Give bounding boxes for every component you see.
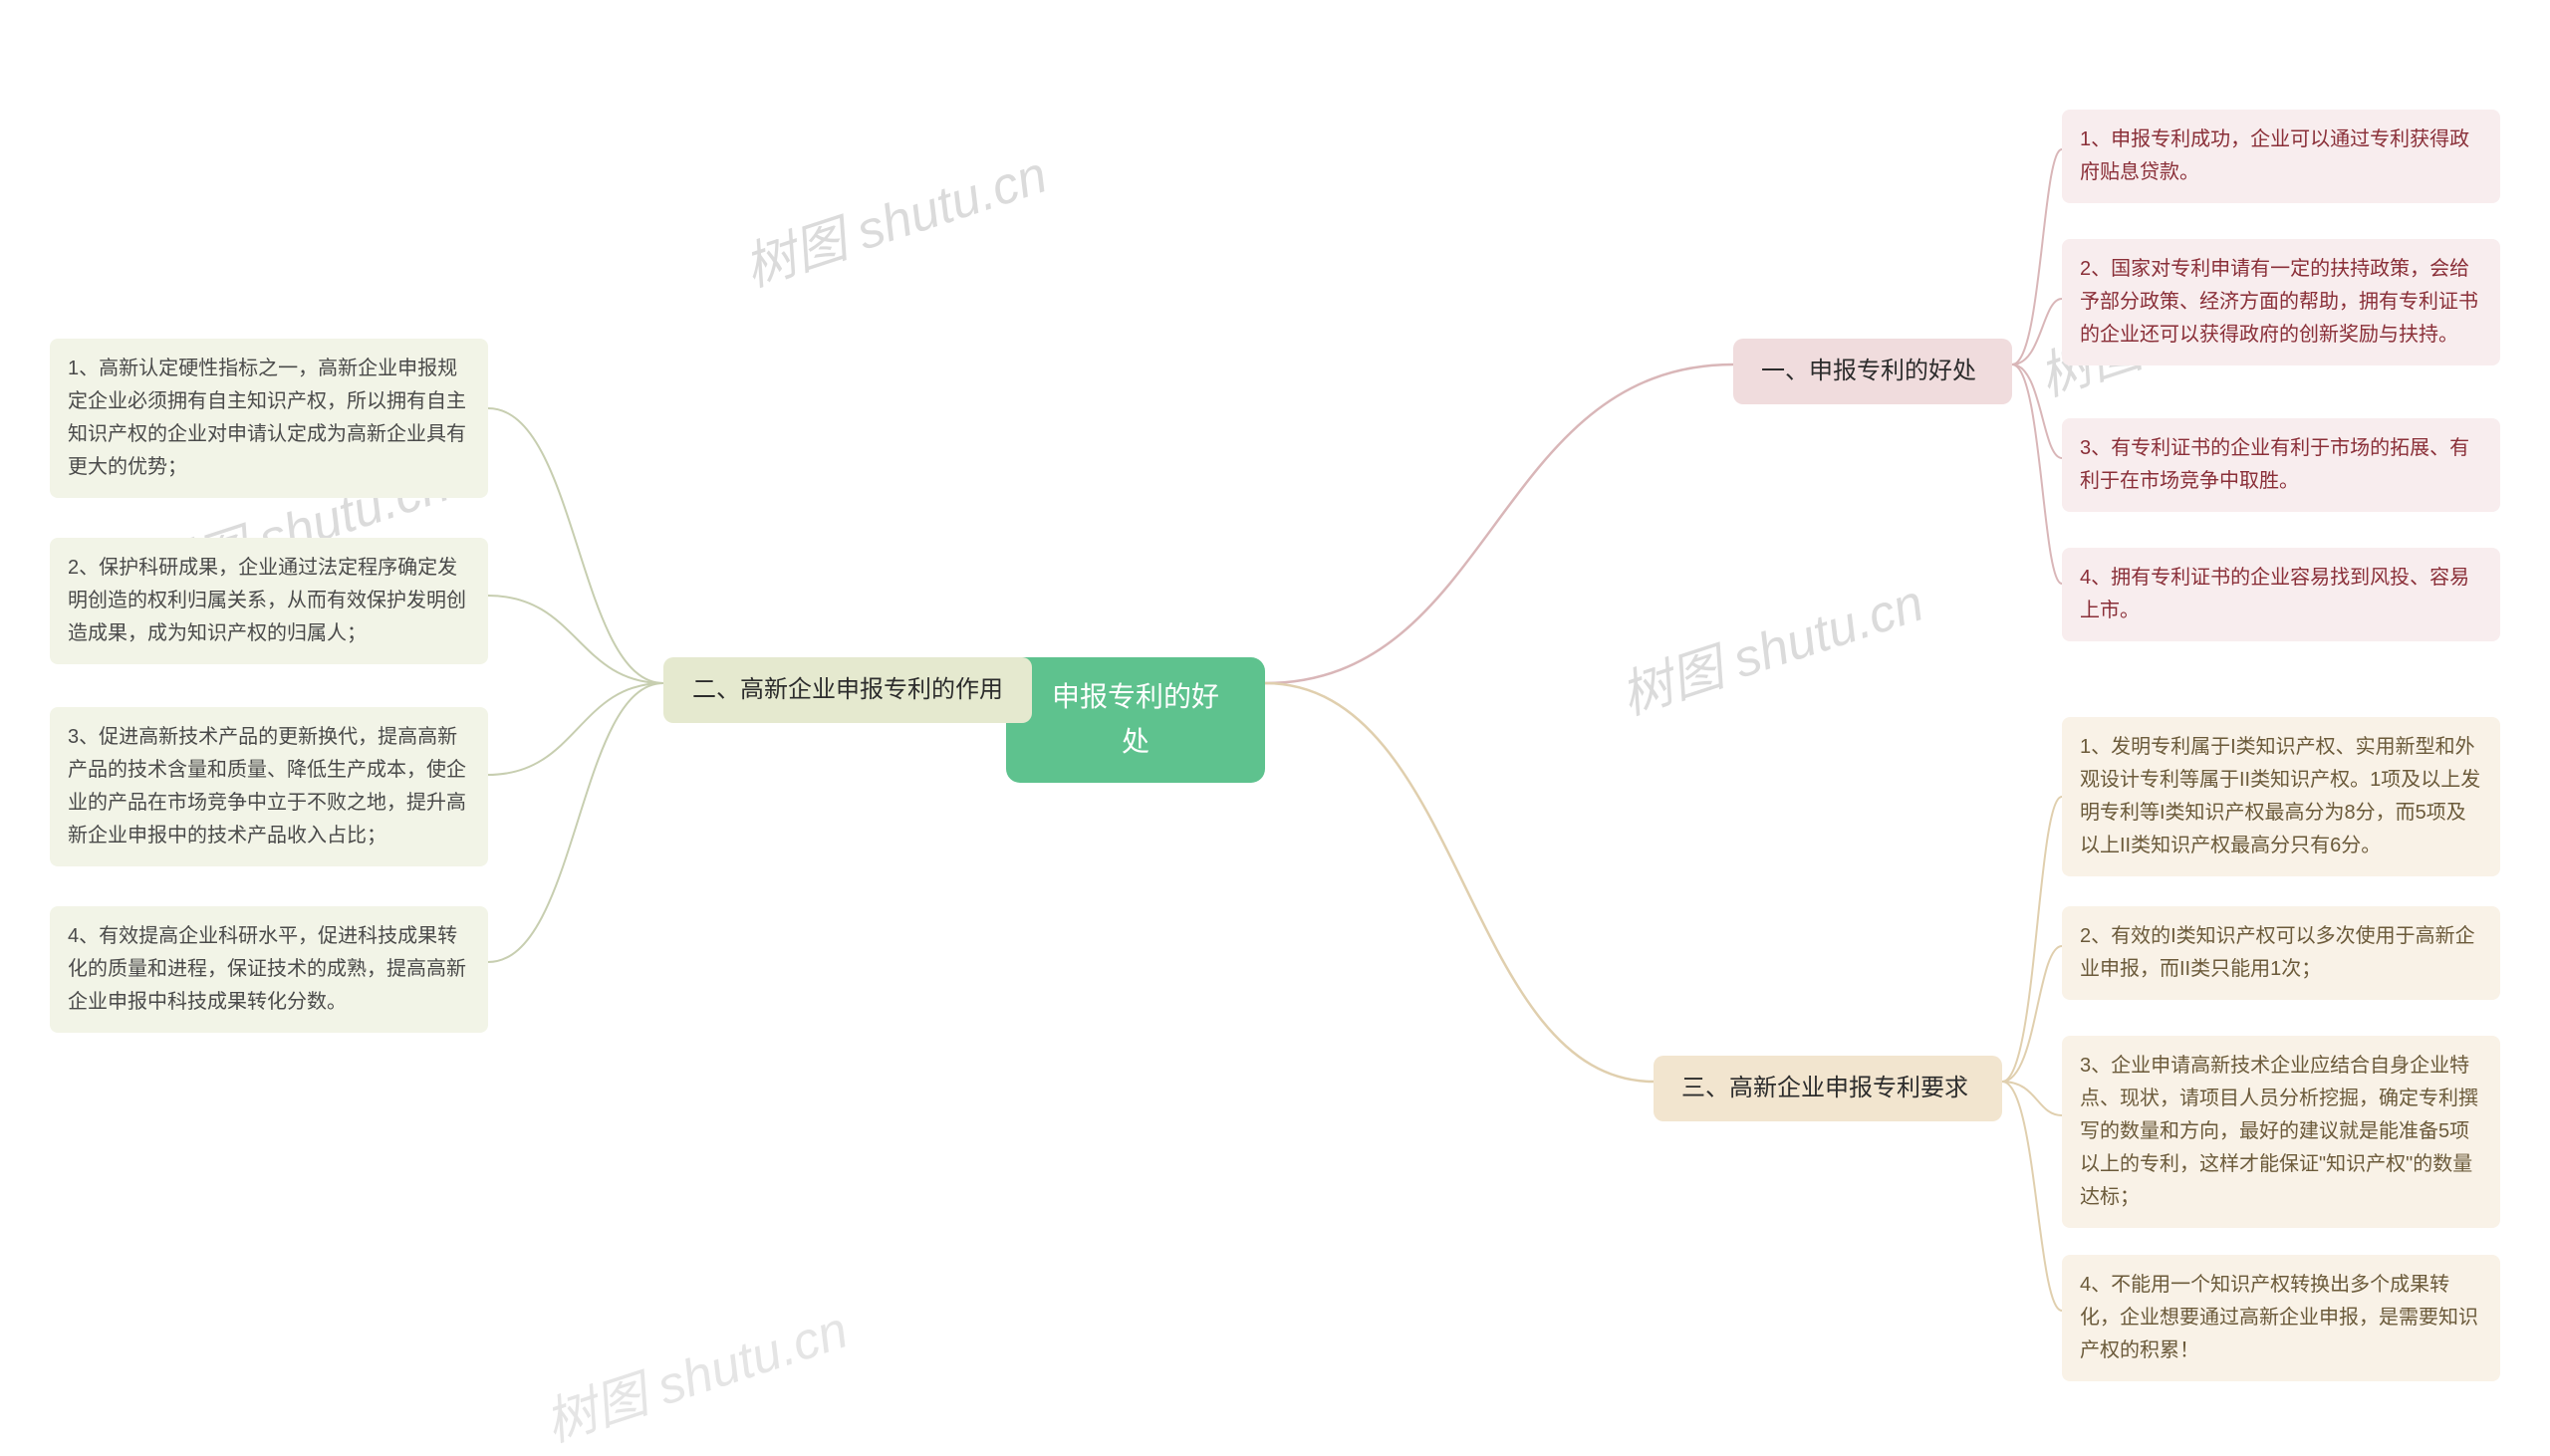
branch-2[interactable]: 二、高新企业申报专利的作用 (663, 657, 1032, 723)
branch-2-leaf-1[interactable]: 1、高新认定硬性指标之一，高新企业申报规定企业必须拥有自主知识产权，所以拥有自主… (50, 339, 488, 498)
watermark: 树图 shutu.cn (534, 1288, 856, 1456)
branch-3-leaf-4[interactable]: 4、不能用一个知识产权转换出多个成果转化，企业想要通过高新企业申报，是需要知识产… (2062, 1255, 2500, 1381)
branch-1-leaf-1[interactable]: 1、申报专利成功，企业可以通过专利获得政府贴息贷款。 (2062, 110, 2500, 203)
branch-3-leaf-3[interactable]: 3、企业申请高新技术企业应结合自身企业特点、现状，请项目人员分析挖掘，确定专利撰… (2062, 1036, 2500, 1228)
branch-1-leaf-2[interactable]: 2、国家对专利申请有一定的扶持政策，会给予部分政策、经济方面的帮助，拥有专利证书… (2062, 239, 2500, 365)
branch-3[interactable]: 三、高新企业申报专利要求 (1654, 1056, 2002, 1121)
branch-2-leaf-4[interactable]: 4、有效提高企业科研水平，促进科技成果转化的质量和进程，保证技术的成熟，提高高新… (50, 906, 488, 1033)
watermark: 树图 shutu.cn (1610, 561, 1931, 729)
branch-2-leaf-3[interactable]: 3、促进高新技术产品的更新换代，提高高新产品的技术含量和质量、降低生产成本，使企… (50, 707, 488, 866)
branch-3-leaf-1[interactable]: 1、发明专利属于I类知识产权、实用新型和外观设计专利等属于II类知识产权。1项及… (2062, 717, 2500, 876)
watermark: 树图 shutu.cn (733, 132, 1055, 301)
branch-2-leaf-2[interactable]: 2、保护科研成果，企业通过法定程序确定发明创造的权利归属关系，从而有效保护发明创… (50, 538, 488, 664)
center-node[interactable]: 申报专利的好处 (1006, 657, 1265, 783)
branch-3-leaf-2[interactable]: 2、有效的I类知识产权可以多次使用于高新企业申报，而II类只能用1次； (2062, 906, 2500, 1000)
branch-1-leaf-4[interactable]: 4、拥有专利证书的企业容易找到风投、容易上市。 (2062, 548, 2500, 641)
branch-1-leaf-3[interactable]: 3、有专利证书的企业有利于市场的拓展、有利于在市场竞争中取胜。 (2062, 418, 2500, 512)
branch-1[interactable]: 一、申报专利的好处 (1733, 339, 2012, 404)
